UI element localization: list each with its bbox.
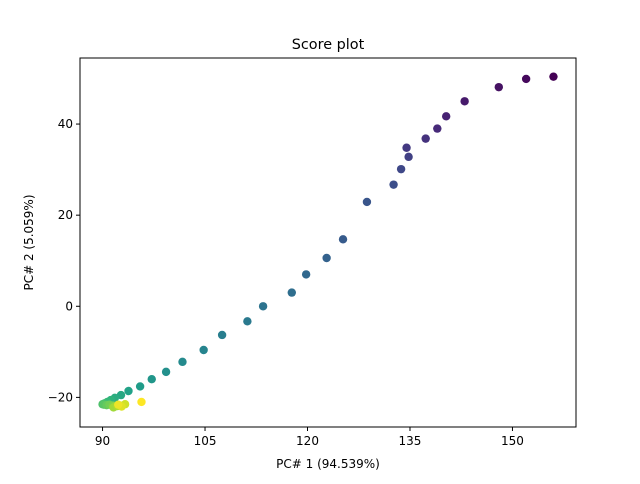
- scatter-point: [124, 387, 132, 395]
- scatter-point: [460, 97, 468, 105]
- plot-frame: [80, 58, 576, 427]
- scatter-point: [495, 83, 503, 91]
- scatter-point: [136, 382, 144, 390]
- scatter-point: [549, 72, 557, 80]
- scatter-point: [433, 124, 441, 132]
- y-tick-label: 0: [65, 299, 73, 313]
- x-tick-label: 90: [95, 434, 110, 448]
- chart-title: Score plot: [292, 37, 365, 53]
- x-tick-label: 150: [501, 434, 524, 448]
- y-tick-label: 40: [58, 117, 73, 131]
- y-axis-label: PC# 2 (5.059%): [22, 194, 36, 290]
- scatter-point: [288, 288, 296, 296]
- scatter-point: [259, 302, 267, 310]
- scatter-point: [389, 180, 397, 188]
- x-tick-label: 120: [296, 434, 319, 448]
- scatter-point: [522, 75, 530, 83]
- scatter-point: [322, 254, 330, 262]
- scatter-point: [397, 165, 405, 173]
- scatter-point: [302, 270, 310, 278]
- scatter-point: [243, 317, 251, 325]
- scatter-point: [199, 346, 207, 354]
- scatter-point: [148, 375, 156, 383]
- scatter-point: [442, 112, 450, 120]
- points-layer: [98, 72, 557, 411]
- y-ticks: −20 0 20 40: [48, 117, 80, 404]
- scatter-point: [421, 134, 429, 142]
- x-axis-label: PC# 1 (94.539%): [276, 457, 380, 471]
- scatter-point: [114, 400, 122, 408]
- scatter-point: [178, 358, 186, 366]
- scatter-point: [218, 331, 226, 339]
- scatter-point: [363, 198, 371, 206]
- scatter-point: [339, 235, 347, 243]
- y-tick-label: 20: [58, 208, 73, 222]
- scatter-point: [402, 144, 410, 152]
- x-ticks: 90 105 120 135 150: [95, 427, 524, 448]
- x-tick-label: 105: [194, 434, 217, 448]
- scatter-point: [404, 153, 412, 161]
- scatter-point: [137, 398, 145, 406]
- x-tick-label: 135: [399, 434, 422, 448]
- y-tick-label: −20: [48, 390, 73, 404]
- scatter-point: [162, 368, 170, 376]
